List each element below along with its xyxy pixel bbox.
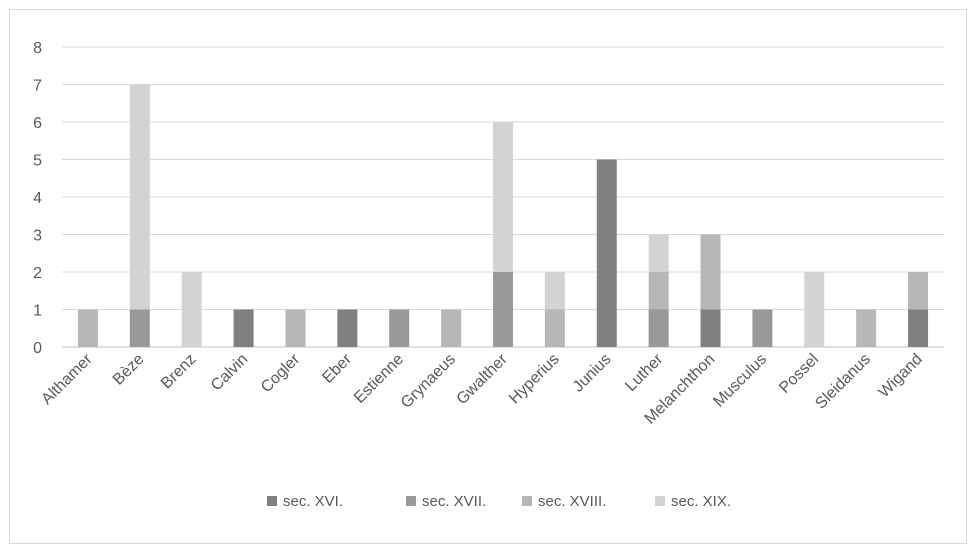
legend: sec. XVI. sec. XVII. sec. XVIII. sec. XIX. [267, 493, 731, 510]
bars [77, 84, 929, 347]
bar-segment [908, 309, 929, 347]
bar-segment [752, 309, 773, 347]
bar-segment [493, 122, 513, 272]
bar-segment [77, 309, 98, 347]
x-tick-label: Hyperius [506, 351, 563, 408]
bar-segment [129, 84, 150, 310]
bar-segment [285, 309, 306, 347]
x-tick-label: Musculus [710, 351, 770, 411]
bar-segment [700, 234, 721, 310]
legend-label: sec. XVII. [422, 493, 486, 510]
bar-segment [700, 309, 721, 347]
y-tick-label: 3 [33, 228, 42, 245]
bar-segment [596, 159, 617, 347]
bar-segment [908, 272, 929, 310]
x-axis: Althamer Bèze Brenz Calvin Cogler EberEstienn… [38, 350, 925, 427]
x-tick-label: Bèze [110, 351, 148, 389]
bar-segment [648, 309, 669, 347]
y-tick-label: 1 [33, 303, 42, 320]
x-tick-label: Althamer [38, 350, 96, 408]
bar-segment [389, 309, 410, 347]
x-tick-label: Eber [319, 350, 355, 386]
bar-segment [856, 309, 877, 347]
x-tick-label: Cogler [258, 350, 304, 396]
y-tick-label: 6 [33, 115, 42, 132]
y-tick-label: 7 [33, 78, 42, 95]
y-tick-label: 4 [33, 190, 42, 207]
x-tick-label: Calvin [208, 351, 251, 394]
bar-segment [648, 272, 669, 310]
legend-label: sec. XIX. [671, 493, 731, 510]
bar-segment [441, 309, 462, 347]
bar-segment [544, 272, 565, 310]
x-tick-label: Grynaeus [398, 351, 459, 412]
x-tick-label: Gwalther [454, 350, 512, 408]
bar-segment [804, 272, 825, 347]
y-axis: 0 1 2 3 4 5 6 7 8 [33, 40, 42, 357]
x-tick-label: Possel [776, 351, 822, 397]
x-tick-label: Luther [622, 350, 667, 395]
x-tick-label: Sleidanus [812, 351, 874, 413]
x-tick-label: Brenz [158, 351, 200, 393]
x-tick-label: Wigand [876, 351, 926, 401]
bar-segment [233, 309, 254, 347]
legend-swatch [655, 496, 665, 506]
x-tick-label: Junius [570, 351, 615, 396]
legend-swatch [267, 496, 277, 506]
y-tick-label: 0 [33, 340, 42, 357]
legend-label: sec. XVI. [283, 493, 343, 510]
bar-segment [648, 234, 669, 272]
bar-segment [129, 309, 150, 347]
y-tick-label: 5 [33, 153, 42, 170]
bar-segment [493, 272, 513, 347]
bar-segment [181, 272, 202, 347]
y-tick-label: 2 [33, 265, 42, 282]
legend-swatch [522, 496, 532, 506]
legend-label: sec. XVIII. [538, 493, 606, 510]
y-tick-label: 8 [33, 40, 42, 57]
bar-segment [337, 309, 358, 347]
legend-swatch [406, 496, 416, 506]
bar-segment [544, 309, 565, 347]
